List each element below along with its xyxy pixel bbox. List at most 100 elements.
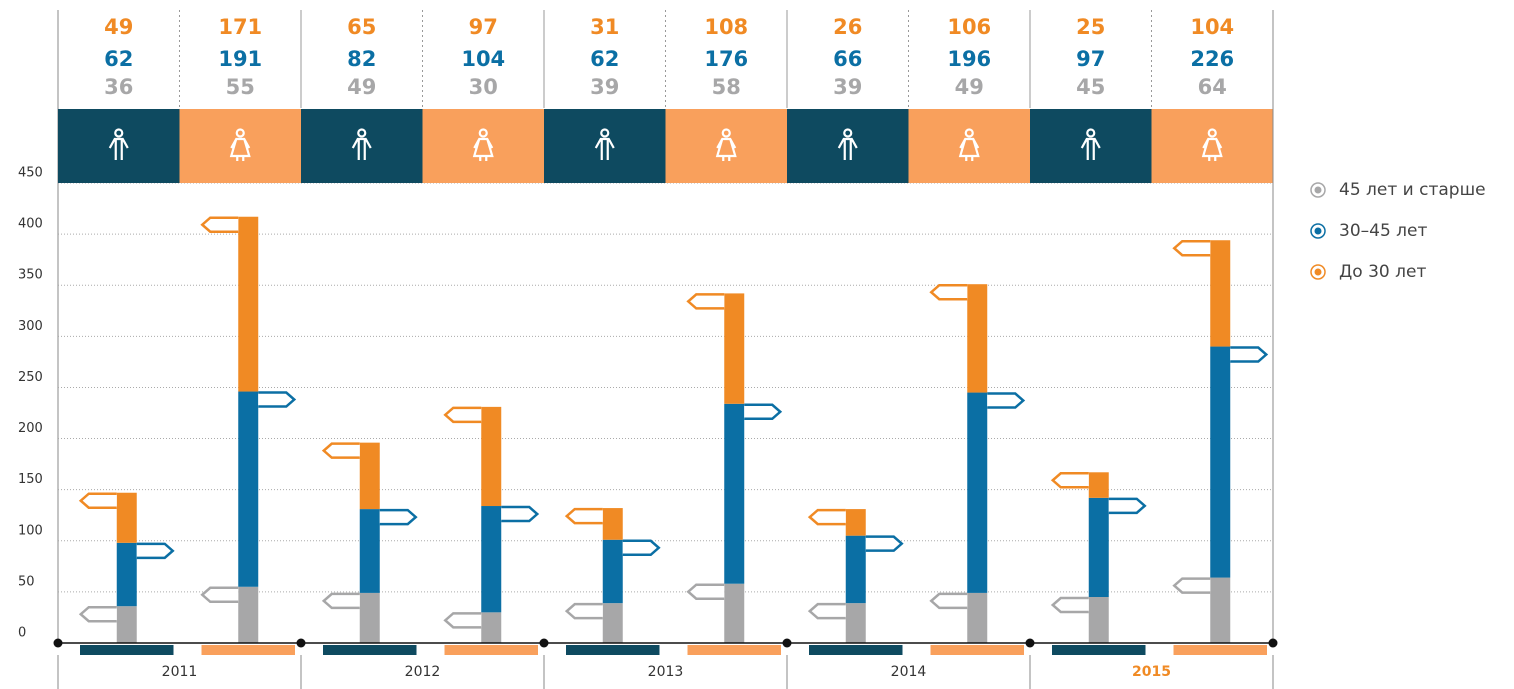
icon-body [472,137,494,161]
value-label: 97 [469,15,498,39]
column-strip [1052,645,1146,655]
icon-head [1207,128,1217,138]
male-icon [108,128,129,160]
bar-flag [865,535,904,552]
bar-segment [238,216,259,392]
bar-segment [359,592,380,643]
bar-flag [807,508,846,526]
column-strip [1173,645,1267,655]
value-label: 106 [947,15,991,39]
legend-label: До 30 лет [1339,262,1426,282]
bar-flag [258,391,297,408]
bar-segment [359,509,380,593]
icon-head [721,128,731,138]
x-group-label: 2012 [405,664,441,680]
bar-segment [602,539,623,604]
bar-flag [929,592,968,610]
female-icon [472,128,494,161]
y-tick-label: 150 [18,472,43,487]
bar-segment [967,392,988,593]
bar-segment [724,403,745,584]
bar-flag [321,592,360,610]
icon-head [114,128,124,138]
icon-head [235,128,245,138]
bar-segment [1210,240,1231,347]
icon-head [357,128,367,138]
bar-segment [481,612,502,643]
header-band [1151,109,1273,183]
bar-flag [622,539,661,557]
icon-body [108,137,129,160]
bar-flag [1172,239,1211,257]
bar-flag [78,605,117,623]
x-group-label: 2011 [162,664,198,680]
value-label: 49 [955,75,984,99]
axis-dot [782,638,792,648]
value-label: 49 [347,75,376,99]
value-label: 25 [1076,15,1105,39]
bar-segment [967,284,988,393]
female-icon [229,128,251,161]
bar-segment [602,508,623,540]
x-group-label: 2014 [891,664,927,680]
x-group-label: 2013 [648,664,684,680]
value-label: 55 [226,75,255,99]
value-label: 58 [712,75,741,99]
icon-head [478,128,488,138]
header-band [787,109,909,183]
header-band [665,109,787,183]
bar-flag [564,602,603,620]
bar-segment [238,586,259,643]
value-label: 30 [469,75,498,99]
male-icon [1080,128,1101,160]
icon-body [1080,137,1101,160]
value-label: 82 [347,47,376,71]
column-strip [444,645,538,655]
bar-segment [359,442,380,510]
header-band [58,109,180,183]
header-band [544,109,666,183]
bar-flag [686,583,725,600]
header-band [422,109,544,183]
value-label: 196 [947,47,991,71]
axis-dot [53,638,63,648]
y-tick-label: 100 [18,523,43,538]
y-tick-label: 300 [18,319,43,334]
header-band [301,109,423,183]
x-group-label: 2015 [1132,664,1171,680]
female-icon [958,128,980,161]
icon-body [715,137,737,161]
y-tick-label: 50 [18,574,35,589]
legend-label: 45 лет и старше [1339,180,1486,200]
bar-flag [200,586,239,604]
bar-segment [967,592,988,643]
legend-dot [1314,186,1322,194]
header-band [908,109,1030,183]
y-tick-label: 200 [18,421,43,436]
icon-head [1086,128,1096,138]
bar-flag [564,507,603,525]
column-strip [323,645,417,655]
value-label: 104 [1190,15,1234,39]
bar-segment [481,506,502,613]
icon-body [837,137,858,160]
value-label: 171 [218,15,262,39]
bar-segment [116,492,137,543]
value-label: 176 [704,47,748,71]
bar-segment [481,406,502,507]
value-label: 39 [590,75,619,99]
bar-segment [845,535,866,604]
bar-flag [379,508,418,526]
value-label: 62 [590,47,619,71]
bar-flag [1172,577,1211,594]
male-icon [594,128,615,160]
bar-segment [1210,346,1231,578]
bar-flag [78,492,117,509]
bar-segment [116,606,137,643]
column-strip [687,645,781,655]
value-label: 65 [347,15,376,39]
axis-dot [539,638,549,648]
bar-flag [1050,596,1089,614]
axis-dot [1025,638,1035,648]
